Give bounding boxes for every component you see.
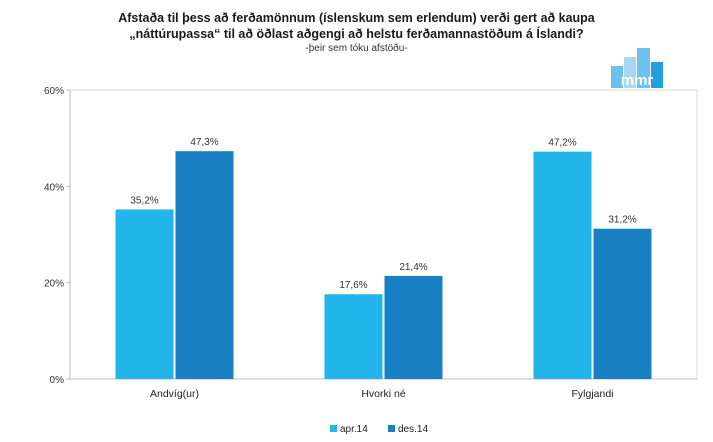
bar-apr.14-2 — [533, 151, 592, 379]
logo-block-3 — [637, 48, 650, 88]
bar-value-label: 35,2% — [130, 195, 158, 206]
legend: apr.14 des.14 — [330, 424, 428, 435]
chart-subtitle: -þeir sem tóku afstöðu- — [305, 43, 408, 54]
bar-value-label: 31,2% — [608, 215, 636, 226]
x-axis-categories: Andvíg(ur) Hvorki né Fylgjandi — [150, 388, 614, 400]
y-tick-label: 40% — [44, 182, 64, 193]
bar-value-label: 21,4% — [399, 262, 427, 273]
x-category-label: Hvorki né — [361, 388, 406, 400]
x-category-label: Fylgjandi — [571, 388, 613, 400]
legend-swatch — [330, 425, 337, 432]
bar-des.14-0 — [175, 151, 234, 379]
logo-text: mmr — [621, 72, 654, 89]
x-category-label: Andvíg(ur) — [150, 388, 199, 400]
y-tick-label: 60% — [44, 86, 64, 97]
bar-value-label: 17,6% — [339, 280, 367, 291]
y-axis-ticks: 0% 20% 40% 60% — [44, 86, 70, 386]
chart-title-line-2: „náttúrupassa“ til að öðlast aðgengi að … — [129, 27, 584, 41]
logo-block-4 — [651, 62, 663, 88]
bar-value-label: 47,3% — [190, 137, 218, 148]
bar-value-label: 47,2% — [548, 138, 576, 149]
bars: 35,2% 47,3% 17,6% 21,4% 47,2% 31,2% — [115, 137, 652, 379]
y-tick-label: 0% — [50, 375, 65, 386]
bar-apr.14-0 — [115, 209, 174, 379]
legend-swatch — [388, 425, 395, 432]
chart-title: Afstaða til þess að ferðamönnum (íslensk… — [0, 10, 713, 42]
legend-label: apr.14 — [340, 424, 368, 435]
chart-title-line-1: Afstaða til þess að ferðamönnum (íslensk… — [118, 11, 595, 25]
y-tick-label: 20% — [44, 279, 64, 290]
mmr-logo: mmr — [611, 48, 663, 89]
legend-label: des.14 — [398, 424, 428, 435]
logo-block-2 — [624, 57, 636, 88]
logo-block-1 — [611, 66, 623, 88]
bar-des.14-2 — [593, 228, 652, 379]
bar-apr.14-1 — [324, 294, 383, 379]
bar-des.14-1 — [384, 275, 443, 379]
